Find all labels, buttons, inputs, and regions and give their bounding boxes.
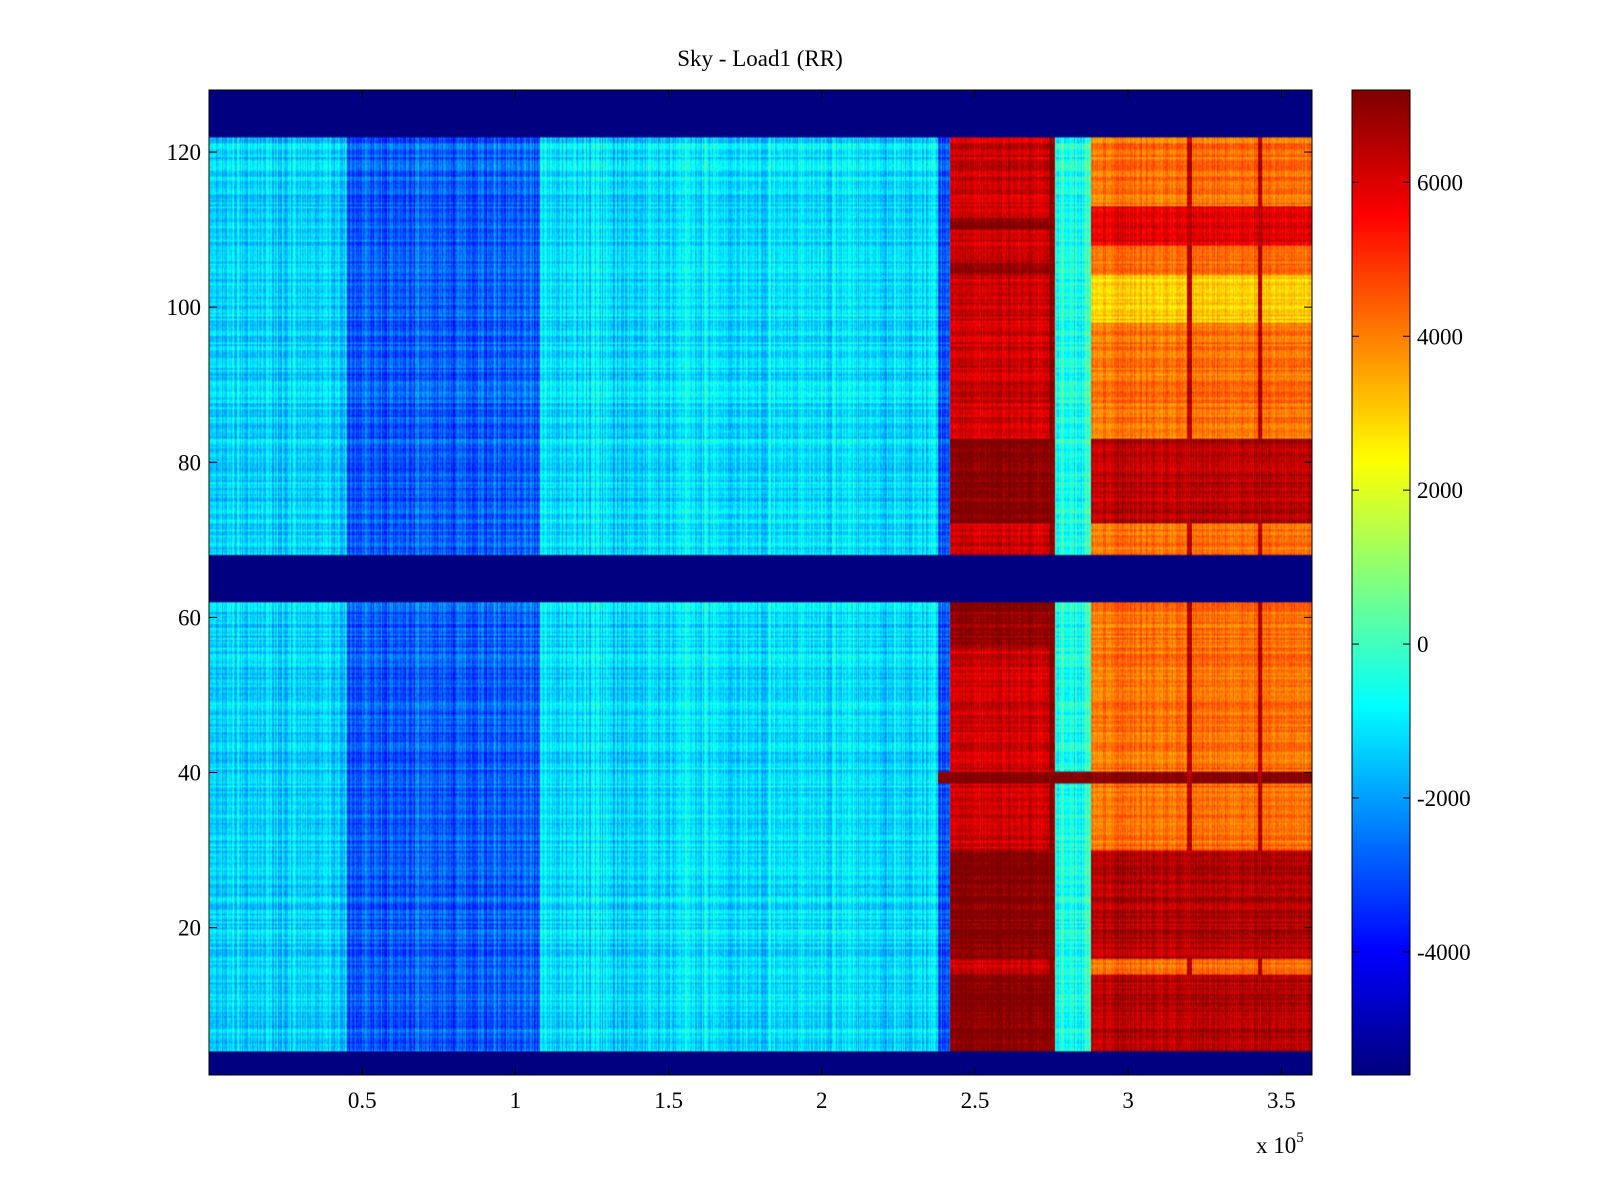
heatmap-plot-area <box>208 89 1313 1076</box>
colorbar-ticks: -4000 -2000 0 2000 4000 6000 <box>1352 170 1471 965</box>
heatmap-image <box>209 90 1312 1075</box>
colorbar-gradient <box>1352 90 1410 1075</box>
y-tick-label: 40 <box>178 761 201 786</box>
x-tick-label: 3 <box>1122 1088 1134 1113</box>
colorbar-tick-label: 6000 <box>1417 170 1463 195</box>
y-tick-label: 100 <box>167 295 202 320</box>
y-axis: 20 40 60 80 100 120 <box>167 140 1312 941</box>
x-tick-label: 1.5 <box>654 1088 683 1113</box>
x-exponent-power: 5 <box>1296 1130 1304 1146</box>
colorbar: -4000 -2000 0 2000 4000 6000 <box>1351 89 1471 1076</box>
plot-frame <box>208 89 1313 1076</box>
colorbar-tick-label: -4000 <box>1417 940 1471 965</box>
colorbar-frame <box>1351 89 1411 1076</box>
x-exponent-label: x 105 <box>1256 1130 1304 1158</box>
y-tick-label: 20 <box>178 916 201 941</box>
x-tick-label: 1 <box>510 1088 522 1113</box>
chart-title: Sky - Load1 (RR) <box>677 46 842 71</box>
y-tick-label: 60 <box>178 605 201 630</box>
x-axis: 0.5 1 1.5 2 2.5 3 3.5 <box>348 90 1296 1113</box>
y-tick-label: 80 <box>178 450 201 475</box>
y-tick-label: 120 <box>167 140 202 165</box>
x-tick-label: 3.5 <box>1267 1088 1296 1113</box>
colorbar-tick-label: 4000 <box>1417 324 1463 349</box>
colorbar-tick-label: -2000 <box>1417 786 1471 811</box>
colorbar-tick-label: 0 <box>1417 632 1429 657</box>
x-tick-label: 2.5 <box>961 1088 990 1113</box>
x-tick-label: 2 <box>816 1088 828 1113</box>
colorbar-tick-label: 2000 <box>1417 478 1463 503</box>
x-tick-label: 0.5 <box>348 1088 377 1113</box>
